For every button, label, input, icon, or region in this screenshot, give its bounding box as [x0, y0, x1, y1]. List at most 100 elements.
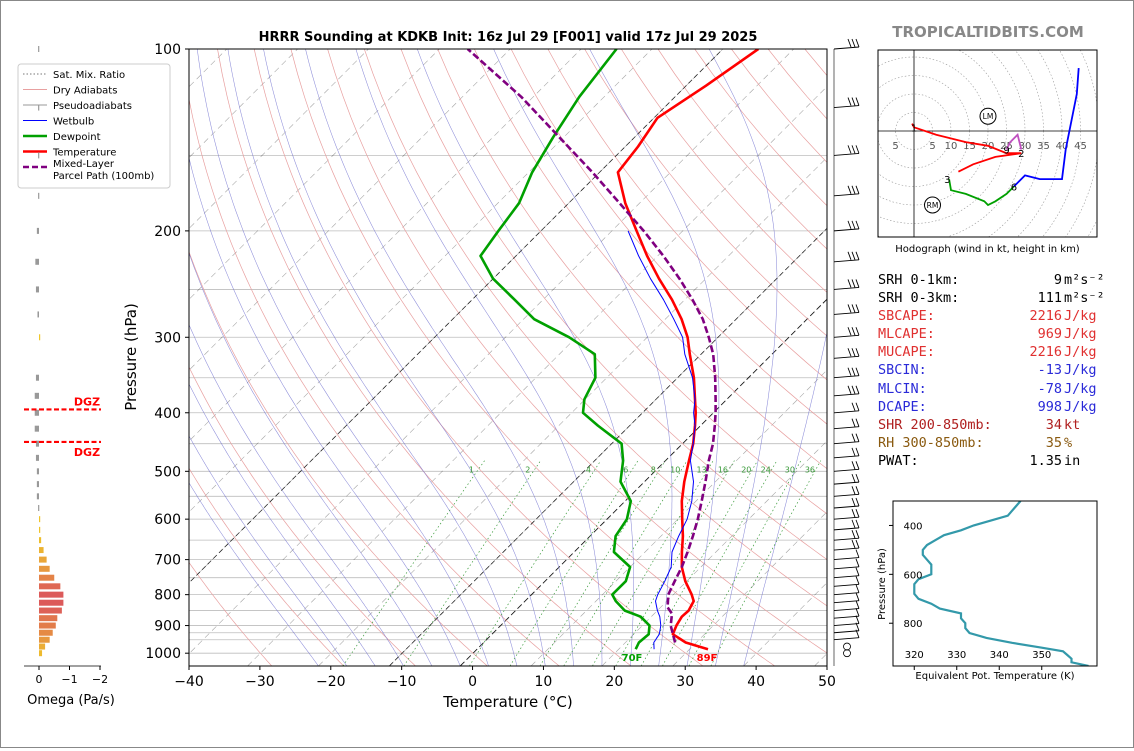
- isotherm-line: [459, 298, 827, 666]
- stat-row: SRH 0-1km: 9 m²s⁻²: [878, 271, 1105, 289]
- omega-bar: [39, 334, 41, 341]
- isotherm-line: [247, 86, 827, 666]
- y-tick-label: 500: [154, 464, 181, 480]
- legend-label: Dewpoint: [53, 132, 101, 143]
- mixing-ratio-label: 4: [586, 466, 591, 475]
- wind-barb-staff: [833, 468, 860, 472]
- mixing-ratio-line: [469, 460, 602, 666]
- x-axis-label: Temperature (°C): [442, 693, 572, 711]
- omega-bar: [39, 636, 50, 643]
- hodograph-height-label: 1: [911, 123, 917, 134]
- wind-barb: [833, 145, 860, 156]
- omega-bar: [39, 526, 41, 533]
- stat-unit: m²s⁻²: [1064, 290, 1105, 307]
- dry-adiabat-line: [189, 250, 488, 666]
- wind-barb-flag: [851, 251, 856, 260]
- wind-barb-staff: [833, 334, 860, 338]
- wind-barb: [833, 185, 860, 197]
- mixing-ratio-label: 6: [623, 466, 628, 475]
- dry-adiabat-line: [290, 49, 775, 666]
- mixing-ratio-label: 1: [469, 466, 474, 475]
- wind-barb-staff: [833, 441, 860, 445]
- omega-axis-label: Omega (Pa/s): [27, 693, 115, 708]
- dgz-label: DGZ: [74, 395, 100, 408]
- y-tick-label: 400: [154, 406, 181, 422]
- theta-e-y-tick-label: 400: [903, 521, 922, 532]
- hodograph-trace: [911, 123, 1022, 173]
- wind-barb-staff: [833, 286, 860, 290]
- wind-barb-flag: [847, 185, 852, 195]
- omega-bar: [38, 192, 40, 199]
- skewt-legend: Sat. Mix. Ratio Dry Adiabats Pseudoadiabat…: [17, 63, 171, 189]
- wind-barb-flag: [855, 608, 860, 617]
- y-tick-label: 100: [154, 42, 181, 58]
- wind-barb-staff: [833, 575, 860, 579]
- legend-label: Pseudoadiabats: [53, 101, 132, 112]
- stat-unit: J/kg: [1064, 326, 1097, 343]
- wind-barb: [833, 327, 860, 338]
- wind-barb: [833, 592, 860, 604]
- mixing-ratio-line: [688, 460, 802, 666]
- stat-unit: J/kg: [1064, 308, 1097, 325]
- mixing-ratio-label: 30: [785, 466, 795, 475]
- stat-value: 998: [1037, 398, 1062, 415]
- dry-adiabat-line: [189, 366, 416, 666]
- wind-barb-flag: [855, 615, 860, 624]
- wind-barb-flag: [851, 402, 856, 411]
- omega-bar: [35, 454, 39, 461]
- dry-adiabat-line: [547, 49, 827, 381]
- wind-barb-flag: [851, 418, 856, 427]
- theta-e-line: [913, 501, 1089, 666]
- wind-barb-flag: [847, 38, 852, 48]
- stat-label: RH 300-850mb:: [878, 434, 984, 451]
- theta-e-x-tick-label: 320: [905, 650, 924, 661]
- wind-barb-flag: [851, 473, 856, 483]
- mixing-ratio-line: [710, 460, 822, 666]
- wind-barb-staff: [833, 311, 860, 315]
- wind-barb-staff: [833, 455, 860, 459]
- wind-barb-flag: [855, 592, 860, 601]
- wind-barb: [833, 584, 860, 596]
- wind-barb: [833, 461, 860, 472]
- parcel-path-line: [466, 49, 717, 643]
- omega-bar: [34, 425, 39, 432]
- hodograph-ring-label: 45: [1074, 141, 1087, 152]
- stat-row: SBCAPE: 2216 J/kg: [878, 307, 1098, 325]
- wind-barb-staff: [833, 355, 860, 359]
- hodograph-ring-label: 35: [1037, 141, 1050, 152]
- pseudoadiabat-line: [189, 383, 376, 666]
- y-tick-label: 600: [154, 512, 181, 528]
- stat-row: PWAT: 1.35 in: [878, 452, 1098, 470]
- wind-barb-staff: [833, 566, 860, 570]
- y-tick-label: 700: [154, 553, 181, 569]
- wind-barb-flag: [855, 38, 860, 48]
- stat-value: -13: [1037, 362, 1062, 379]
- wind-barb-flag: [847, 145, 852, 154]
- stat-value: 1.35: [1029, 452, 1062, 469]
- dry-adiabat-line: [363, 49, 827, 607]
- wind-barb-flag: [847, 385, 852, 394]
- dgz-label: DGZ: [74, 446, 100, 459]
- wind-barb-flag: [855, 497, 860, 507]
- pseudoadiabat-line: [305, 49, 574, 666]
- hodograph-title: Hodograph (wind in kt, height in km): [895, 244, 1080, 255]
- wind-barb-flag: [851, 367, 856, 376]
- legend-label: Sat. Mix. Ratio: [53, 70, 125, 81]
- wind-barb-flag: [851, 185, 856, 195]
- pseudoadiabat-line: [196, 49, 489, 666]
- wind-barb-staff: [833, 630, 860, 634]
- x-tick-label: 50: [818, 674, 836, 690]
- omega-chart: 0 −1 −2 Omega (Pa/s) DGZ DGZ: [24, 46, 115, 708]
- theta-e-x-tick-label: 330: [947, 650, 966, 661]
- omega-bar: [39, 629, 53, 636]
- isotherm-line: [601, 440, 827, 666]
- wind-barb-staff: [833, 152, 860, 156]
- mixing-ratio-label: 16: [718, 466, 728, 475]
- wind-barb-flag: [855, 567, 860, 576]
- stat-value: 35: [1045, 434, 1062, 451]
- wind-barb-staff: [833, 481, 860, 485]
- wind-barb-flag: [855, 539, 860, 549]
- omega-bar: [39, 574, 55, 581]
- wind-barb-flag: [851, 433, 856, 442]
